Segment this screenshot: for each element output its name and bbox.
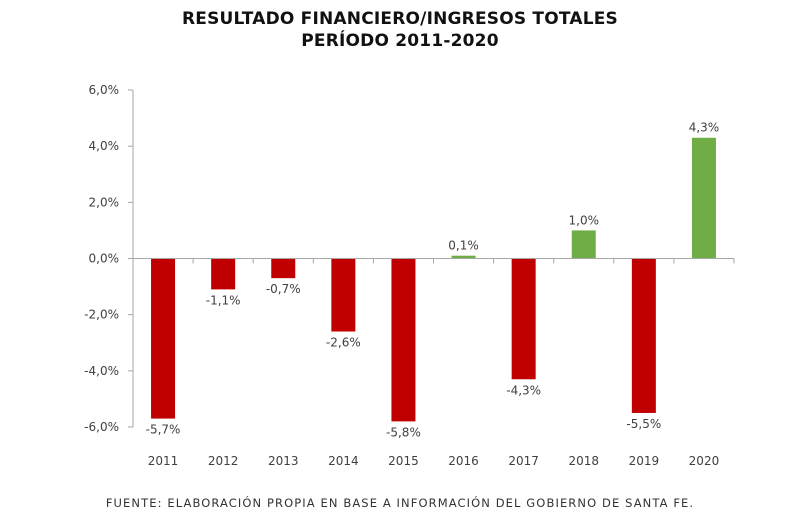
x-axis: 2011 2012 2013 2014 2015 2016 2017 2018 2019 2020	[132, 258, 735, 468]
bar-2019	[631, 258, 656, 413]
bar-2012	[211, 258, 236, 290]
y-axis: 6,0% 4,0% 2,0% 0,0% -2,0% -4,0% -6,0%	[84, 83, 134, 434]
data-label: -5,7%	[146, 423, 181, 437]
data-label: -0,7%	[266, 282, 301, 296]
data-labels: -5,7% -1,1% -0,7% -2,6% -5,8% 0,1% -4,3% 1,0% -5…	[146, 121, 720, 440]
x-tick-label: 2011	[148, 454, 179, 468]
y-tick-label: 0,0%	[89, 252, 120, 266]
x-tick-label: 2018	[568, 454, 599, 468]
chart-title: RESULTADO FINANCIERO/INGRESOS TOTALES PE…	[0, 8, 800, 52]
data-label: -2,6%	[326, 336, 361, 350]
x-tick-label: 2012	[208, 454, 239, 468]
bar-2014	[331, 258, 356, 332]
data-label: -1,1%	[206, 293, 241, 307]
y-tick-label: -6,0%	[84, 420, 119, 434]
bar-2013	[271, 258, 296, 279]
chart-subtitle: PERÍODO 2011-2020	[301, 31, 499, 51]
x-tick-label: 2020	[689, 454, 720, 468]
bar-2018	[571, 230, 596, 259]
x-tick-label: 2019	[629, 454, 660, 468]
data-label: 0,1%	[448, 239, 479, 253]
y-tick-label: -4,0%	[84, 364, 119, 378]
bars	[151, 137, 716, 422]
bar-2015	[391, 258, 416, 422]
bar-2011	[151, 258, 176, 419]
y-tick-label: 2,0%	[89, 195, 120, 209]
y-tick-label: -2,0%	[84, 308, 119, 322]
bar-2020	[691, 137, 716, 259]
data-label: 1,0%	[569, 213, 600, 227]
x-tick-label: 2017	[508, 454, 539, 468]
data-label: 4,3%	[689, 121, 720, 135]
y-tick-label: 6,0%	[89, 83, 120, 97]
bar-2017	[511, 258, 536, 380]
chart-title-line-1: RESULTADO FINANCIERO/INGRESOS TOTALES	[181, 9, 619, 29]
x-tick-label: 2014	[328, 454, 359, 468]
x-tick-label: 2013	[268, 454, 299, 468]
x-tick-label: 2016	[448, 454, 479, 468]
x-tick-label: 2015	[388, 454, 419, 468]
bar-2016	[451, 255, 476, 259]
data-label: -5,5%	[626, 417, 661, 431]
data-label: -5,8%	[386, 425, 421, 439]
y-tick-label: 4,0%	[89, 139, 120, 153]
chart-source-note: FUENTE: ELABORACIÓN PROPIA EN BASE A INF…	[105, 496, 695, 510]
data-label: -4,3%	[506, 383, 541, 397]
